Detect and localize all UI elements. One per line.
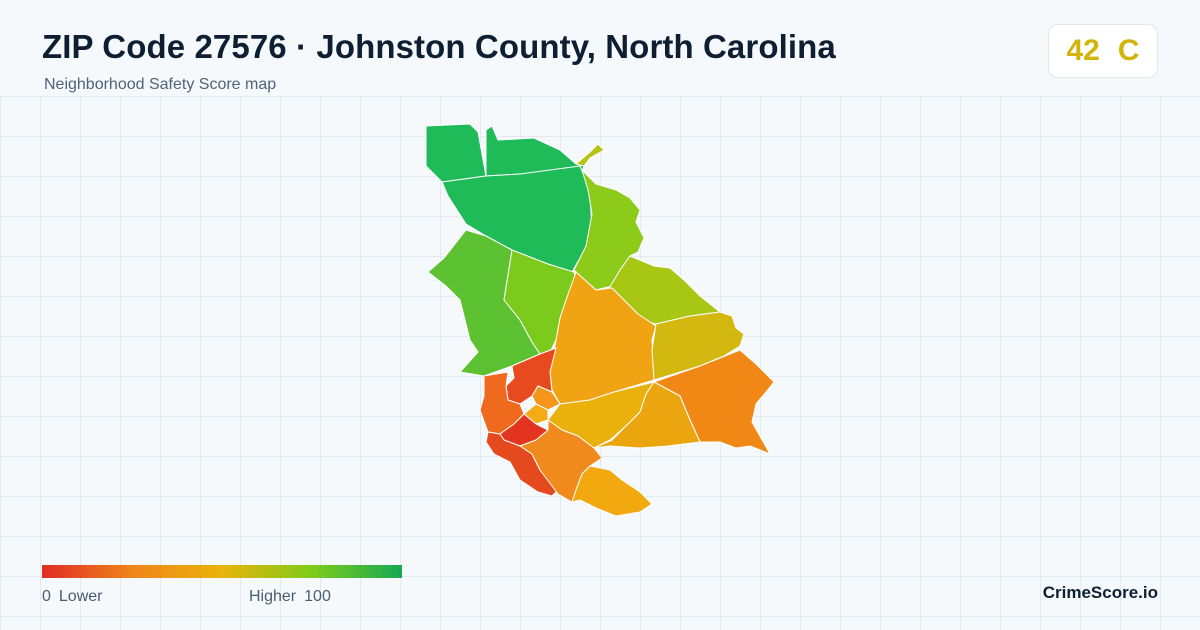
region-south-west[interactable] [485,431,559,497]
brand-logo-text[interactable]: CrimeScore.io [1042,583,1158,602]
region-south-tip[interactable] [571,465,653,517]
region-north-west[interactable] [425,123,487,183]
legend-max-value: 100 [304,588,331,605]
region-east-yellow[interactable] [651,311,745,381]
region-south-center-b[interactable] [593,381,701,449]
score-grade: C [1117,34,1140,67]
legend-max-text: Higher [249,588,297,605]
legend-gradient-bar [42,565,402,578]
legend-low-label: 0 Lower [42,588,110,606]
page-subtitle: Neighborhood Safety Score map [44,76,277,93]
legend-high-label: Higher 100 [249,588,339,606]
region-north-east-tip[interactable] [575,143,605,167]
legend-min-text: Lower [58,588,103,605]
legend-min-value: 0 [42,588,51,605]
page-title: ZIP Code 27576 · Johnston County, North … [42,28,836,65]
safety-score-badge: 42 C [1048,24,1158,78]
score-value: 42 [1066,34,1100,67]
